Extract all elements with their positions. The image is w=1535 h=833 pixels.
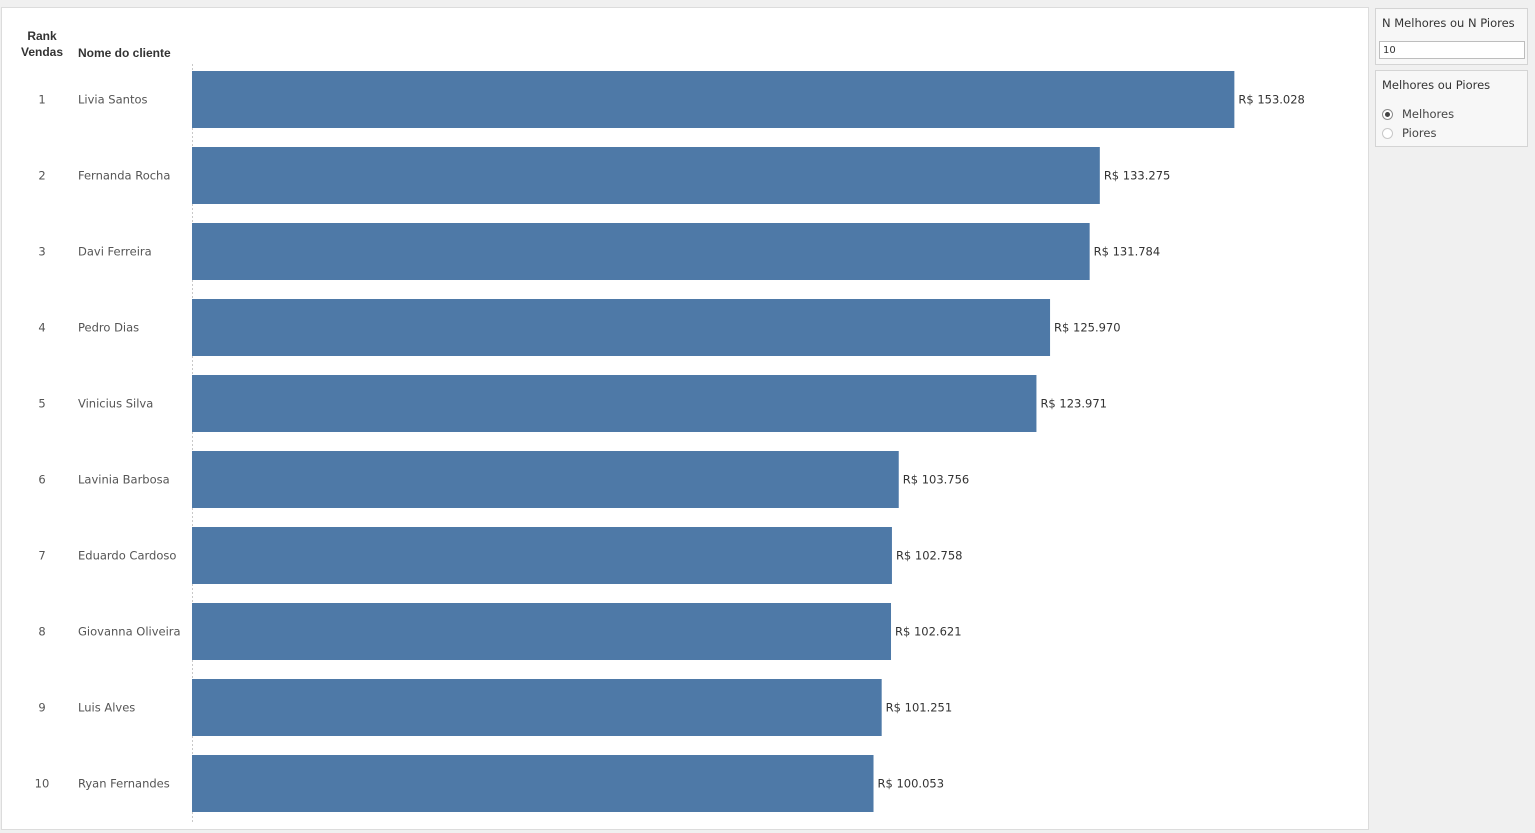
bar[interactable] <box>192 603 892 660</box>
bar-value-label: R$ 133.275 <box>1104 169 1171 183</box>
n-filter-card: N Melhores ou N Piores <box>1375 8 1528 65</box>
radio-piores-label: Piores <box>1402 126 1437 140</box>
bar-chart: Rank Vendas Nome do cliente 1 Livia Santo… <box>21 29 1305 823</box>
customer-name-label: Vinicius Silva <box>78 397 153 411</box>
customer-name-label: Livia Santos <box>78 93 147 107</box>
bar[interactable] <box>192 375 1037 432</box>
bar[interactable] <box>192 679 882 736</box>
best-worst-card: Melhores ou Piores Melhores Piores <box>1375 70 1528 147</box>
bar-value-label: R$ 153.028 <box>1238 93 1305 107</box>
rank-label: 10 <box>35 777 50 791</box>
chart-panel: Rank Vendas Nome do cliente 1 Livia Santo… <box>1 7 1369 830</box>
bar[interactable] <box>192 451 899 508</box>
bar[interactable] <box>192 527 892 584</box>
bar[interactable] <box>192 147 1100 204</box>
rank-label: 1 <box>38 93 45 107</box>
best-worst-title: Melhores ou Piores <box>1382 78 1491 92</box>
customer-name-label: Pedro Dias <box>78 321 139 335</box>
customer-name-label: Lavinia Barbosa <box>78 473 170 487</box>
rank-header-line1: Rank <box>27 29 57 43</box>
n-filter-title: N Melhores ou N Piores <box>1382 16 1515 30</box>
customer-name-label: Davi Ferreira <box>78 245 152 259</box>
bar-value-label: R$ 125.970 <box>1054 321 1121 335</box>
bar[interactable] <box>192 223 1090 280</box>
customer-name-label: Eduardo Cardoso <box>78 549 176 563</box>
rank-label: 4 <box>38 321 45 335</box>
name-header: Nome do cliente <box>78 46 171 60</box>
bar-value-label: R$ 102.621 <box>895 625 962 639</box>
customer-name-label: Fernanda Rocha <box>78 169 170 183</box>
customer-name-label: Giovanna Oliveira <box>78 625 181 639</box>
rank-header-line2: Vendas <box>21 45 63 59</box>
rank-label: 5 <box>38 397 45 411</box>
rank-label: 9 <box>38 701 45 715</box>
bar-value-label: R$ 131.784 <box>1094 245 1161 259</box>
radio-unselected-icon <box>1382 127 1393 139</box>
bar-value-label: R$ 123.971 <box>1040 397 1107 411</box>
bar-value-label: R$ 100.053 <box>878 777 945 791</box>
customer-name-label: Ryan Fernandes <box>78 777 170 791</box>
rank-label: 7 <box>38 549 45 563</box>
rank-label: 3 <box>38 245 45 259</box>
customer-name-label: Luis Alves <box>78 701 135 715</box>
rank-label: 8 <box>38 625 45 639</box>
rank-label: 6 <box>38 473 45 487</box>
radio-melhores[interactable]: Melhores <box>1382 106 1454 122</box>
chart-rows: 1 Livia Santos R$ 153.028 2 Fernanda Rocha R$… <box>35 71 1305 812</box>
bar-value-label: R$ 102.758 <box>896 549 963 563</box>
bar-value-label: R$ 103.756 <box>903 473 970 487</box>
rank-label: 2 <box>38 169 45 183</box>
radio-piores[interactable]: Piores <box>1382 125 1436 141</box>
bar[interactable] <box>192 755 874 812</box>
bar[interactable] <box>192 71 1235 128</box>
n-value-input[interactable] <box>1379 41 1525 59</box>
bar-value-label: R$ 101.251 <box>886 701 953 715</box>
radio-melhores-label: Melhores <box>1402 107 1455 121</box>
bar[interactable] <box>192 299 1051 356</box>
radio-selected-icon <box>1382 108 1393 120</box>
